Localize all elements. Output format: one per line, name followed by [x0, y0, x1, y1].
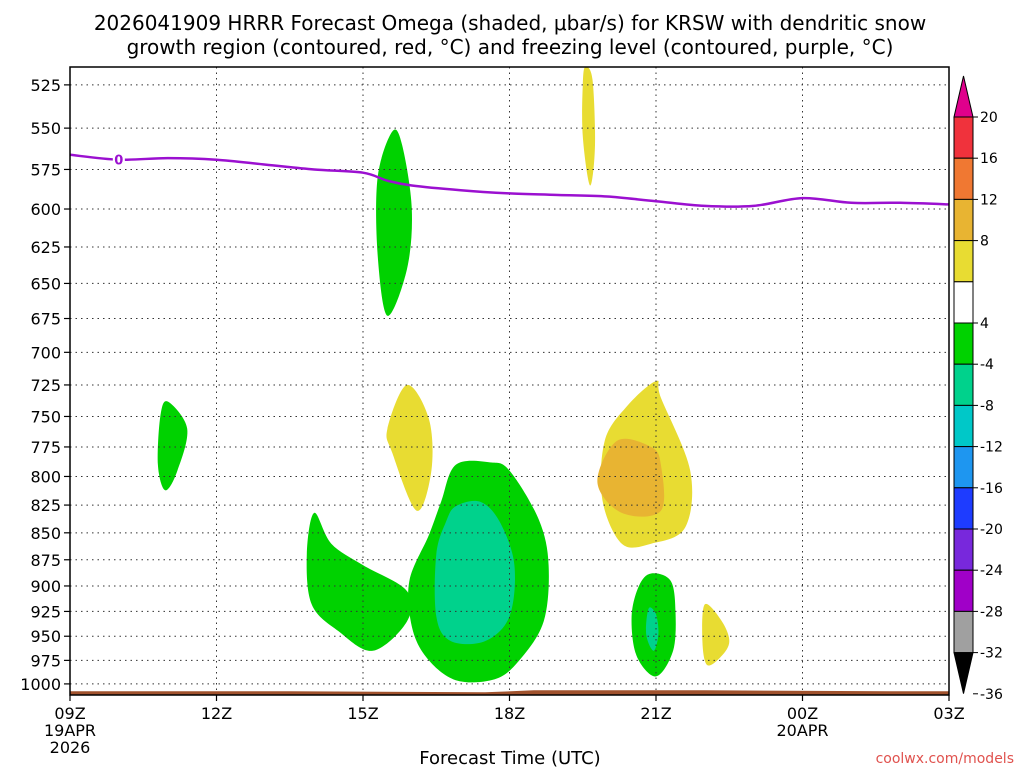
freezing-level-layer: 0	[69, 150, 950, 208]
y-tick-label: 550	[30, 119, 61, 138]
colorbar-label: -4	[980, 357, 994, 373]
x-tick-label: 12Z	[201, 704, 232, 723]
surface-band	[70, 690, 949, 695]
y-tick-label: 975	[30, 651, 61, 670]
y-tick-label: 900	[30, 577, 61, 596]
y-tick-label: 775	[30, 438, 61, 457]
chart-title: 2026041909 HRRR Forecast Omega (shaded, …	[94, 11, 926, 59]
colorbar-bin	[953, 240, 974, 283]
y-tick-label: 850	[30, 524, 61, 543]
colorbar-bin	[953, 610, 974, 654]
x-tick-label: 15Z	[347, 704, 378, 723]
colorbar-bin	[953, 363, 974, 406]
colorbar-bottom-arrow	[953, 652, 974, 694]
colorbar-label: -28	[980, 604, 1003, 620]
omega-region-descent-20Z-core	[597, 438, 665, 517]
colorbar-bin	[953, 281, 974, 324]
surface-band-layer	[70, 690, 949, 695]
colorbar-label: 8	[980, 234, 989, 250]
y-tick-label: 525	[30, 76, 61, 95]
y-tick-label: 725	[30, 376, 61, 395]
y-tick-label: 750	[30, 407, 61, 426]
y-tick-label: 700	[30, 343, 61, 362]
freezing-level-label-bg	[112, 150, 125, 167]
x-tick-sublabel: 2026	[50, 738, 91, 757]
omega-region-ascent-17Z-core	[434, 500, 515, 645]
omega-shading-layer	[157, 66, 730, 683]
x-axis-title: Forecast Time (UTC)	[419, 748, 600, 768]
y-axis: 525 550 575 600 625 650 675 700 725 750 775 800 825 8…	[20, 76, 70, 694]
colorbar-label: -16	[980, 481, 1003, 497]
colorbar-label: 4	[980, 316, 989, 332]
colorbar-bin	[953, 569, 974, 612]
colorbar-bin	[953, 198, 974, 242]
x-tick-label: 21Z	[640, 704, 671, 723]
y-tick-label: 650	[30, 274, 61, 293]
y-tick-label: 925	[30, 602, 61, 621]
colorbar-label: -24	[980, 563, 1003, 579]
omega-region-ascent-10Z	[157, 401, 188, 491]
y-tick-label: 675	[30, 310, 61, 329]
chart-title-line-2: growth region (contoured, red, °C) and f…	[127, 35, 894, 59]
colorbar-label: -12	[980, 440, 1003, 456]
colorbar-label: -20	[980, 522, 1003, 538]
omega-region-ascent-15Z-low	[306, 512, 412, 651]
colorbar-label: 20	[980, 110, 998, 126]
y-tick-label: 1000	[20, 675, 61, 694]
omega-region-ascent-15Z-upper	[376, 129, 412, 316]
colorbar-bin	[953, 404, 974, 448]
freezing-level-line	[69, 153, 950, 208]
y-tick-label: 800	[30, 467, 61, 486]
colorbar-top-arrow	[953, 75, 974, 118]
colorbar-label: -8	[980, 398, 994, 414]
y-tick-label: 825	[30, 496, 61, 515]
x-tick-label: 18Z	[494, 704, 525, 723]
y-tick-label: 575	[30, 160, 61, 179]
x-tick-label: 00Z	[787, 704, 818, 723]
x-tick-sublabel: 20APR	[776, 721, 828, 740]
colorbar-bin	[953, 322, 974, 365]
colorbar-label: -32	[980, 646, 1003, 662]
freezing-level-label: 0	[114, 154, 123, 169]
colorbar-bin	[953, 528, 974, 571]
colorbar-bin	[953, 446, 974, 489]
x-tick-label: 03Z	[933, 704, 964, 723]
y-tick-label: 875	[30, 551, 61, 570]
y-tick-label: 600	[30, 200, 61, 219]
colorbar-label: 16	[980, 151, 998, 167]
y-tick-label: 625	[30, 238, 61, 257]
y-tick-label: 950	[30, 627, 61, 646]
x-tick-label: 09Z	[54, 704, 85, 723]
omega-region-descent-22Z	[702, 603, 730, 666]
colorbar-label: -36	[980, 687, 1003, 703]
colorbar: 20 16 12 8 4 -4 -8 -12 -16 -20 -24 -28 -32 -36	[953, 75, 1003, 703]
watermark-text: coolwx.com/models	[876, 751, 1014, 767]
colorbar-label: 12	[980, 192, 998, 208]
colorbar-bin	[953, 116, 974, 159]
colorbar-bin	[953, 157, 974, 200]
omega-region-descent-16Z	[386, 384, 433, 511]
grid-lines	[70, 67, 949, 695]
omega-region-descent-19Z-upper	[582, 66, 596, 186]
x-tick-sublabel: 19APR	[44, 721, 96, 740]
colorbar-bin	[953, 487, 974, 530]
chart-title-line-1: 2026041909 HRRR Forecast Omega (shaded, …	[94, 11, 926, 35]
omega-region-ascent-21Z-core	[645, 607, 659, 651]
